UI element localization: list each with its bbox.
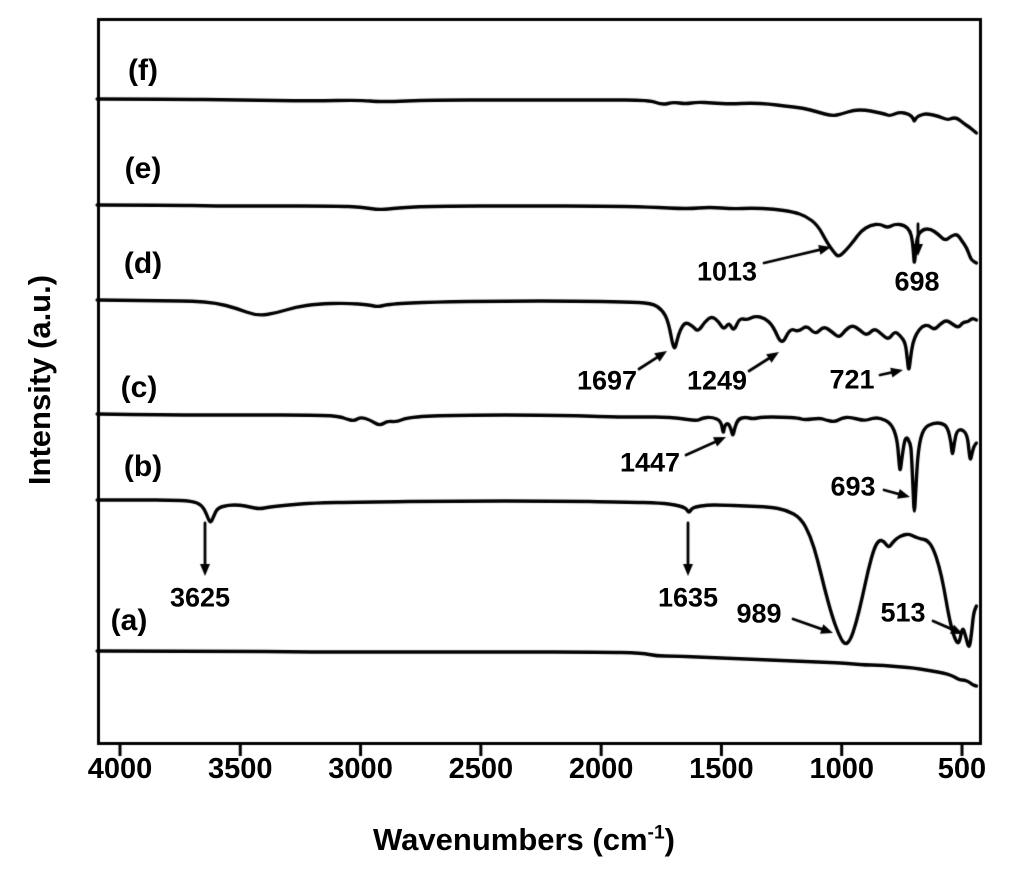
x-tick-label-1000: 1000 [809, 753, 874, 785]
x-tick-label-3500: 3500 [208, 753, 273, 785]
x-tick-label-3000: 3000 [328, 753, 393, 785]
x-tick-label-2500: 2500 [448, 753, 514, 785]
x-tick-label-500: 500 [937, 753, 987, 785]
y-axis-label: Intensity (a.u.) [22, 274, 57, 486]
x-tick-label-4000: 4000 [87, 753, 153, 785]
x-axis-label: Wavenumbers (cm-1) [373, 822, 675, 858]
x-tick-labels: 4000 3500 3000 2500 2000 1500 1000 500 [0, 753, 1014, 789]
x-axis-label-suffix: ) [664, 822, 675, 857]
x-tick-label-1500: 1500 [689, 753, 754, 785]
x-tick-label-2000: 2000 [568, 753, 634, 785]
x-axis-label-sup: -1 [647, 822, 665, 844]
x-axis-label-prefix: Wavenumbers (cm [373, 822, 648, 857]
